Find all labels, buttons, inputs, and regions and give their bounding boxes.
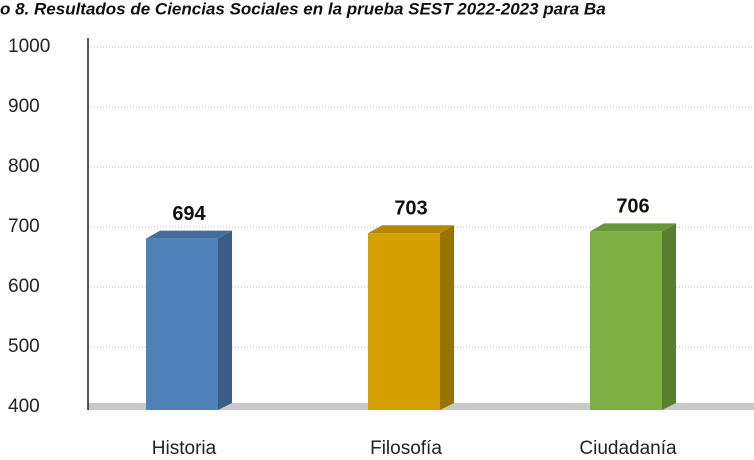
- bar-face: [368, 225, 454, 234]
- y-tick-label: 700: [8, 216, 40, 237]
- bar-face: [590, 223, 676, 232]
- bar-face: [146, 230, 232, 239]
- y-tick-label: 1000: [8, 36, 50, 57]
- y-tick-label: 500: [8, 336, 40, 357]
- value-label: 703: [394, 197, 427, 219]
- bar-face: [590, 231, 662, 410]
- value-label: 706: [616, 196, 649, 218]
- bar: [146, 230, 232, 410]
- bar-face: [440, 225, 454, 410]
- y-tick-label: 900: [8, 96, 40, 117]
- y-tick-label: 400: [8, 396, 40, 417]
- x-tick-label: Filosofía: [370, 438, 442, 459]
- x-tick-label: Ciudadanía: [579, 438, 677, 459]
- bar-face: [662, 223, 676, 410]
- bar: [590, 223, 676, 410]
- bar: [368, 225, 454, 410]
- bar-face: [368, 233, 440, 410]
- bar-face: [146, 238, 218, 410]
- y-tick-label: 800: [8, 156, 40, 177]
- bar-face: [218, 230, 232, 410]
- value-label: 694: [172, 203, 206, 225]
- y-tick-label: 600: [8, 276, 40, 297]
- chart-title: o 8. Resultados de Ciencias Sociales en …: [0, 0, 606, 18]
- x-tick-label: Historia: [152, 438, 217, 459]
